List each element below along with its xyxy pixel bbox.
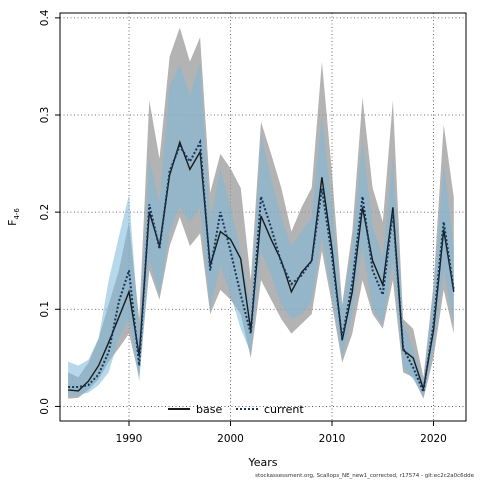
y-axis-title-main: F: [6, 220, 19, 226]
legend-label-base: base: [196, 403, 222, 416]
y-tick-label: 0.1: [39, 301, 51, 318]
y-axis-title-subscript: 4-6: [13, 208, 21, 220]
y-tick-label: 0.4: [39, 9, 51, 26]
y-tick-label: 0.2: [39, 204, 51, 221]
y-tick-label: 0.0: [39, 398, 51, 415]
y-axis-title: F4-6: [6, 208, 21, 226]
x-tick-label: 2000: [217, 433, 244, 445]
y-tick-label: 0.3: [39, 107, 51, 124]
plot-frame: [59, 12, 467, 422]
x-tick-label: 2010: [319, 433, 346, 445]
y-axis-title-symbol: F4-6: [6, 208, 21, 226]
x-tick-label: 2020: [420, 433, 447, 445]
legend: base current: [168, 403, 304, 416]
legend-label-current: current: [264, 403, 304, 416]
axes: 1990 2000 2010 2020 0.0 0.1 0.2 0.3 0.4: [39, 9, 447, 445]
x-axis-title: Years: [247, 456, 277, 469]
band-current: [68, 61, 454, 397]
series-lines: [68, 138, 455, 396]
x-tick-label: 1990: [116, 433, 143, 445]
footer-note: stockassessment.org, Scallops_NE_new1_co…: [255, 473, 474, 479]
confidence-bands: [68, 27, 454, 399]
